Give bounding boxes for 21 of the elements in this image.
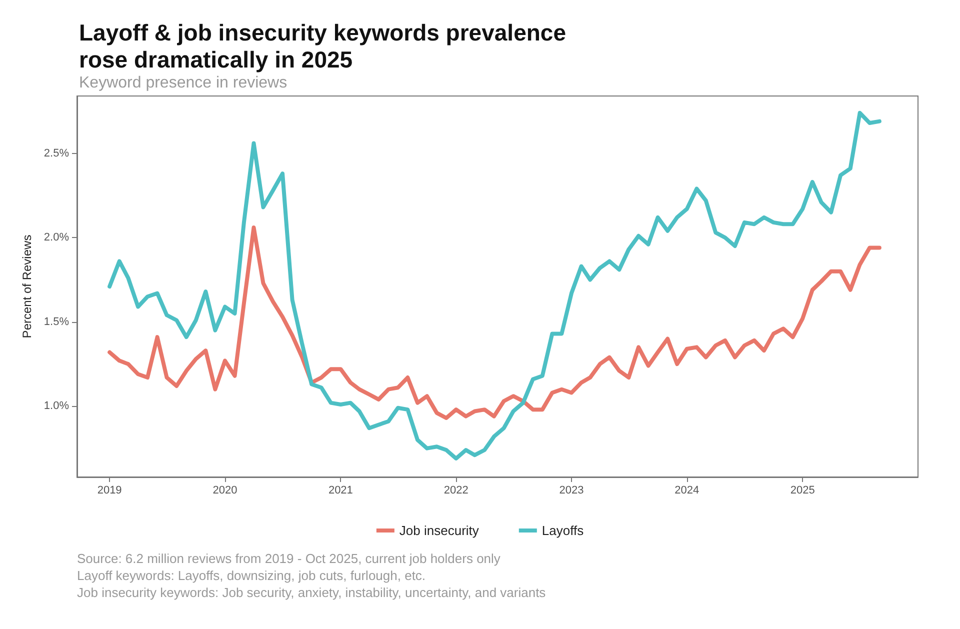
text: Layoff keywords: Layoffs, downsizing, job cuts, furlough, etc. [77,568,426,583]
x-tick-label: 2024 [674,484,700,496]
line-series [108,225,882,420]
x-tick-label: 2020 [212,484,238,496]
y-tick-label: 2.0% [44,232,70,244]
y-tick-label: 1.5% [44,316,70,328]
chart-subtitle: Keyword presence in reviews [79,74,288,92]
x-tick-label: 2022 [444,484,468,496]
line-series [108,110,882,460]
x-tick-label: 2019 [97,484,122,496]
source-note: Source: 6.2 million reviews from 2019 - Oct 2025, current job holders only [77,551,501,566]
legend-label: Job insecurity [399,523,480,538]
x-tick-label: 2025 [790,484,815,496]
x-tick-label: 2021 [328,484,353,496]
y-axis-title: Percent of Reviews [20,234,34,338]
text: Job insecurity keywords: Job security, anxiety, instability, uncertainty, and variants [77,585,546,600]
legend-label: Layoffs [542,523,584,538]
x-tick-label: 2023 [559,484,584,496]
y-tick-label: 2.5% [44,147,70,160]
chart-title: Layoff & job insecurity keywords prevalence rose dramatically in 2025 [79,20,566,72]
y-tick-label: 1.0% [44,400,70,412]
